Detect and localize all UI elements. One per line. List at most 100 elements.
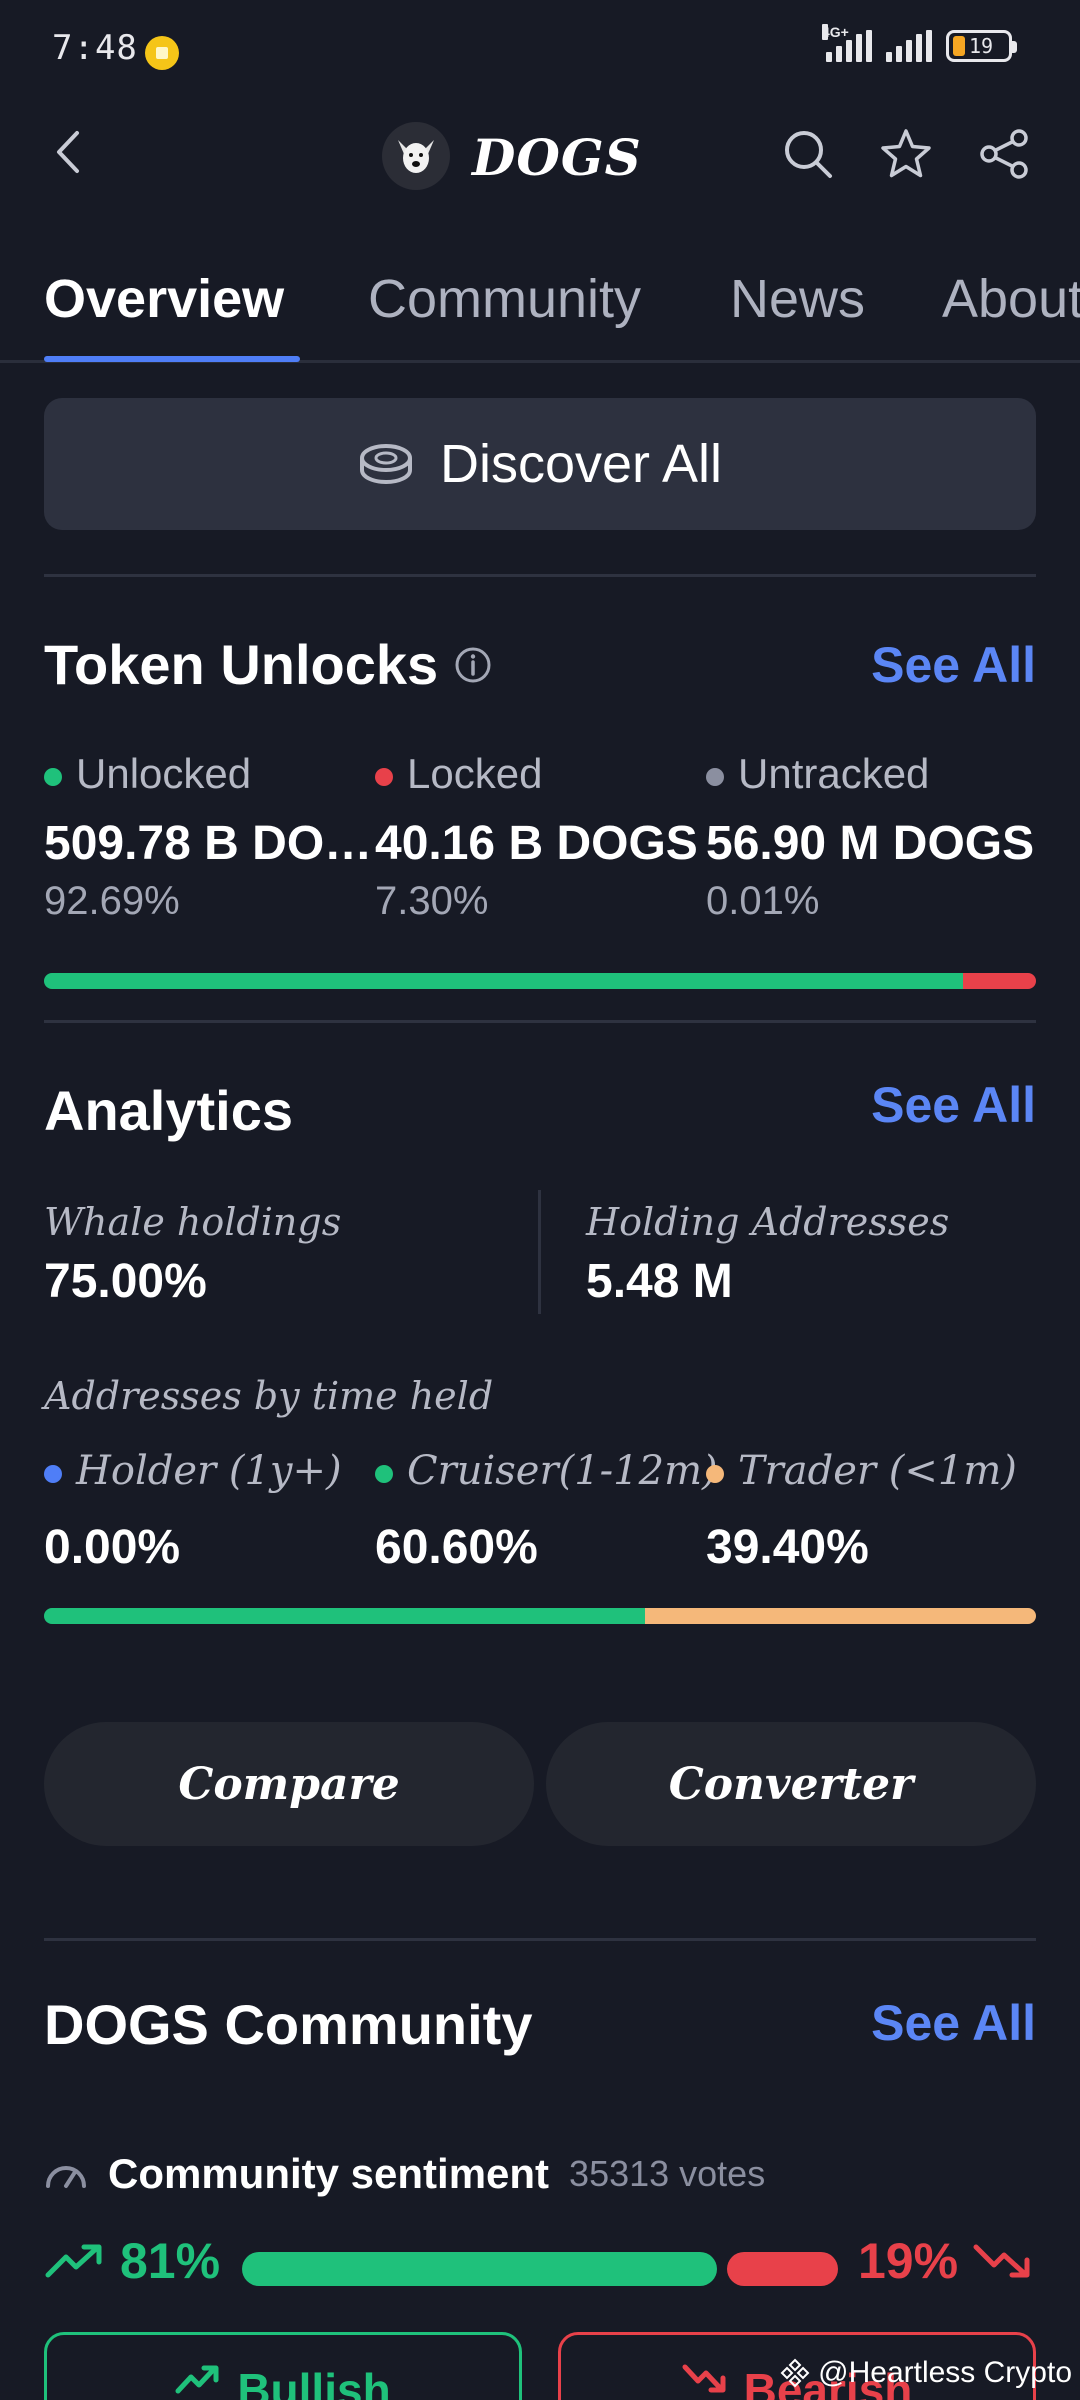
cruiser-segment	[44, 1608, 646, 1624]
section-divider	[44, 1020, 1036, 1023]
untracked-pct: 0.01%	[706, 879, 820, 923]
dog-icon	[398, 140, 434, 173]
analytics-title: Analytics	[44, 1079, 293, 1142]
trend-up-icon	[175, 2365, 219, 2394]
watermark-text: @Heartless Crypto	[818, 2356, 1072, 2389]
sentiment-votes: 35313 votes	[569, 2153, 766, 2194]
token-unlocks-header: Token Unlocks	[44, 632, 492, 697]
bullish-label: Bullish	[237, 2364, 391, 2400]
stat-divider	[538, 1190, 541, 1314]
bearish-summary: 19%	[858, 2232, 1034, 2290]
tab-overview[interactable]: Overview	[44, 269, 285, 329]
holder-dot	[44, 1465, 62, 1483]
token-unlocks-see-all[interactable]: See All	[871, 637, 1036, 693]
mobile-signal-2-icon	[886, 30, 932, 62]
locked-dot	[375, 767, 393, 786]
back-button[interactable]	[40, 124, 96, 180]
whale-holdings-label: Whale holdings	[44, 1200, 342, 1244]
unlocked-dot	[44, 767, 62, 786]
active-tab-indicator	[44, 356, 300, 362]
trader-pct: 39.40%	[706, 1521, 869, 1574]
discover-all-label: Discover All	[439, 434, 723, 494]
unlocked-value: 509.78 B DOGS	[44, 817, 374, 870]
locked-label: Locked	[407, 750, 543, 797]
community-title: DOGS Community	[44, 1993, 533, 2056]
bearish-button[interactable]: Bearish	[558, 2332, 1036, 2400]
trend-up-icon	[45, 2244, 102, 2278]
trend-down-icon	[973, 2244, 1030, 2278]
cruiser-dot	[375, 1465, 393, 1483]
bearish-segment	[726, 2252, 838, 2286]
sentiment-bar	[242, 2252, 838, 2286]
favorite-button[interactable]	[874, 122, 938, 186]
coins-icon	[359, 444, 412, 485]
info-icon[interactable]	[454, 646, 492, 684]
token-unlock-progress-bar	[44, 973, 1036, 989]
tab-about[interactable]: About	[942, 269, 1080, 329]
token-logo	[382, 122, 450, 190]
share-icon	[980, 129, 1028, 179]
trader-dot	[706, 1465, 724, 1483]
sentiment-header: Community sentiment 35313 votes	[44, 2150, 765, 2198]
page-title: DOGS	[472, 128, 642, 187]
search-icon	[785, 131, 832, 178]
status-time: 7:48	[52, 28, 138, 68]
section-divider	[44, 574, 1036, 577]
locked-segment	[963, 973, 1036, 989]
battery-icon: 19	[946, 30, 1017, 62]
cruiser-label: Cruiser(1-12m)	[407, 1448, 718, 1494]
tab-divider	[0, 360, 1080, 363]
binance-logo-icon	[780, 2358, 810, 2388]
notification-coin-icon	[145, 36, 179, 70]
token-unlocks-title: Token Unlocks	[44, 633, 439, 696]
bearish-label: Bearish	[743, 2364, 913, 2400]
holding-addresses-value: 5.48 M	[586, 1255, 733, 1308]
converter-button[interactable]: Converter	[546, 1722, 1036, 1846]
holder-label: Holder (1y+)	[76, 1448, 342, 1494]
trend-down-icon	[682, 2364, 726, 2393]
watermark: @Heartless Crypto	[780, 2356, 1072, 2390]
trader-label: Trader (<1m)	[738, 1448, 1017, 1494]
untracked-stat: Untracked 56.90 M DOGS 0.01%	[706, 750, 1036, 924]
trader-stat: Trader (<1m) 39.40%	[706, 1448, 1036, 1575]
trader-segment	[645, 1608, 1036, 1624]
bullish-summary: 81%	[44, 2232, 220, 2290]
discover-all-button[interactable]: Discover All	[44, 398, 1036, 530]
community-see-all[interactable]: See All	[871, 1995, 1036, 2051]
status-indicators: 4G+ 19	[822, 24, 1017, 62]
locked-pct: 7.30%	[375, 879, 489, 923]
holding-addresses-label: Holding Addresses	[586, 1200, 950, 1244]
cruiser-stat: Cruiser(1-12m) 60.60%	[375, 1448, 718, 1575]
battery-level: 19	[969, 34, 994, 58]
cruiser-pct: 60.60%	[375, 1521, 538, 1574]
bullish-button[interactable]: Bullish	[44, 2332, 522, 2400]
unlocked-label: Unlocked	[76, 750, 252, 797]
analytics-see-all[interactable]: See All	[871, 1077, 1036, 1133]
search-button[interactable]	[776, 122, 840, 186]
holder-pct: 0.00%	[44, 1521, 181, 1574]
tab-community[interactable]: Community	[368, 269, 642, 329]
bullish-pct: 81%	[120, 2233, 221, 2289]
share-button[interactable]	[972, 122, 1036, 186]
holder-stat: Holder (1y+) 0.00%	[44, 1448, 374, 1575]
mobile-signal-icon: 4G+	[822, 24, 872, 62]
compare-button[interactable]: Compare	[44, 1722, 534, 1846]
addresses-by-time-held-label: Addresses by time held	[44, 1374, 494, 1418]
unlocked-stat: Unlocked 509.78 B DOGS 92.69%	[44, 750, 374, 924]
sentiment-label: Community sentiment	[108, 2150, 550, 2197]
bullish-segment	[242, 2252, 717, 2286]
locked-value: 40.16 B DOGS	[375, 817, 698, 870]
star-icon	[881, 129, 931, 178]
tab-bar: Overview Community News About	[0, 262, 1080, 362]
back-icon	[57, 131, 79, 173]
untracked-value: 56.90 M DOGS	[706, 817, 1035, 870]
untracked-label: Untracked	[738, 750, 930, 797]
untracked-dot	[706, 767, 724, 786]
section-divider	[44, 1938, 1036, 1941]
gauge-icon	[46, 2166, 86, 2188]
tab-news[interactable]: News	[730, 269, 866, 329]
whale-holdings-value: 75.00%	[44, 1255, 207, 1308]
locked-stat: Locked 40.16 B DOGS 7.30%	[375, 750, 705, 924]
unlocked-pct: 92.69%	[44, 879, 180, 923]
unlocked-segment	[44, 973, 964, 989]
